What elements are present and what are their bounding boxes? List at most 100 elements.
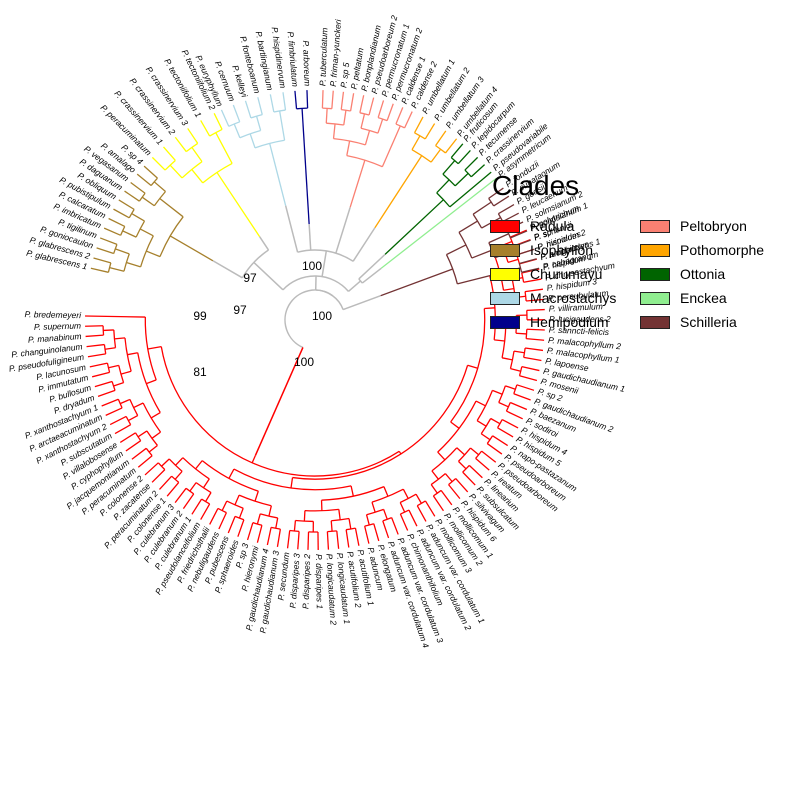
branch [232,104,241,123]
branch [450,143,464,159]
branch [124,190,140,202]
branch [480,433,491,441]
node-arc [128,209,135,219]
backbone-branch [352,227,376,262]
branch [458,460,467,470]
branch [159,197,184,218]
branch [510,401,528,411]
node-arc [437,400,477,453]
branch [286,530,291,549]
tip-label: P. sanncti-felicis [549,324,610,337]
clade-stem [169,235,214,262]
node-arc [228,121,240,127]
clade-stem [380,177,497,269]
branch [103,227,121,236]
branch [509,229,527,238]
branch [472,201,492,215]
branch [137,455,153,468]
backbone-branch [284,205,299,253]
branch [257,97,263,115]
branch [153,181,166,192]
branch [503,287,515,291]
branch [510,368,521,372]
branch [336,530,340,549]
branch [501,357,513,361]
branch [202,478,210,489]
clade-stem [251,455,257,464]
branch [488,187,504,199]
branch [234,494,240,506]
branch [87,353,106,358]
node-arc [518,263,523,273]
branch [424,123,436,140]
branch [268,505,272,517]
branch [191,147,203,162]
branch [122,230,137,238]
branch [343,110,347,126]
backbone-branch [259,236,270,251]
branch [131,447,147,460]
branch [525,347,544,352]
branch [411,135,421,151]
branch [249,133,256,149]
branch [293,520,297,532]
branch [91,371,110,378]
branch [205,492,212,502]
branch [494,339,505,342]
legend-swatch [640,267,670,281]
legend-item-hemipodium: Hemipodium [490,310,640,334]
node-arc [359,112,370,116]
branch [113,382,124,387]
branch [104,347,116,350]
node-arc [525,329,528,339]
branch [275,517,279,529]
branch [325,108,328,124]
branch [519,258,537,265]
radula-stem [254,347,304,456]
branch [492,435,509,447]
branch [175,457,184,466]
branch [348,518,352,530]
legend-grid: Radula Isophyllon Churumayu Macrostachys… [490,214,790,334]
node-arc [239,129,261,139]
branch [468,464,483,479]
branch [93,257,112,264]
node-arc [509,350,515,369]
node-arc [135,220,146,238]
branch [174,136,187,152]
branch [297,531,300,550]
branch [521,268,540,274]
branch [244,100,252,119]
node-arc [442,173,456,187]
branch [497,427,514,438]
legend-title: Clades [492,170,580,201]
branch [484,307,495,310]
branch [114,424,131,435]
tip-label: P. disparipes 2 [300,553,312,609]
legend-item-radula: Radula [490,214,640,238]
branch [85,315,146,318]
branch [486,443,503,455]
bootstrap-label: 100 [294,355,314,369]
branch [408,509,418,527]
branch [126,261,141,268]
node-arc [462,464,470,473]
node-arc [497,419,503,429]
branch [475,457,490,471]
node-arc [111,381,116,391]
branch [498,401,509,408]
branch [166,481,180,497]
tip-label: P. fimbriulatum [286,31,301,87]
node-arc [185,142,199,153]
branch [458,220,478,233]
tip-label: P. manabinum [28,331,82,345]
branch [462,471,476,486]
branch [306,90,309,109]
branch [442,160,456,175]
branch [213,112,223,130]
node-arc [234,515,245,521]
branch [386,103,394,121]
branch [424,500,436,517]
branch [399,502,406,513]
node-arc [488,198,495,207]
